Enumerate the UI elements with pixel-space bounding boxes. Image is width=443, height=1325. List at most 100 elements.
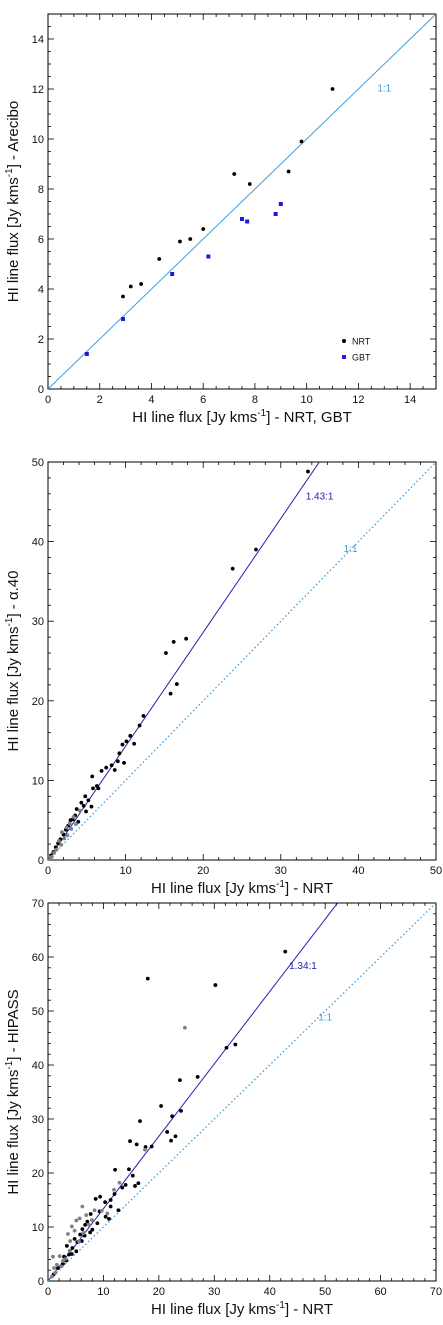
ratio-line [48,14,436,389]
y-tick-label: 2 [38,334,44,346]
data-point [83,1222,88,1227]
data-point [59,842,64,847]
x-tick-label: 4 [148,394,154,406]
data-point [141,714,146,718]
x-tick-label: 20 [153,1286,165,1298]
y-tick-label: 20 [32,696,44,708]
data-point [112,1187,116,1192]
data-point [115,759,120,764]
data-point [254,547,258,552]
data-point [84,1213,89,1218]
data-point [91,786,95,791]
data-point [80,1204,85,1209]
data-point [164,651,168,655]
x-tick-label: 20 [197,865,209,877]
x-tick-label: 10 [119,865,131,877]
y-axis-label-main: HI line flux [Jy kms [5,177,22,302]
plot-frame [47,902,437,1282]
data-point [98,1194,103,1199]
data-point [56,838,61,843]
y-axis-label-suffix: ] - Arecibo [5,101,22,169]
x-axis-label-suffix: ] - NRT, GBT [266,409,352,426]
x-tick-label: 50 [319,1286,331,1298]
data-point [54,847,59,852]
data-point [86,798,91,803]
data-point [90,774,95,779]
data-point [89,1218,94,1222]
data-point [69,1224,74,1229]
y-tick-label: 10 [32,134,44,146]
data-point [171,639,176,644]
data-point [138,1119,142,1124]
data-point [230,566,235,571]
data-point [165,1130,170,1134]
y-axis-label-superscript: -1 [4,168,15,177]
data-point [74,1249,79,1254]
x-axis-label-superscript: -1 [276,1300,285,1311]
data-point [120,742,125,747]
data-point [149,1144,154,1149]
ratio-line-label: 1:1 [344,544,358,555]
data-point [72,1236,77,1241]
data-point [133,1184,137,1188]
data-point [113,1167,117,1172]
y-axis-label: HI line flux [Jy kms-1] - Arecibo [4,101,22,302]
data-point [112,768,117,772]
reference-lines [48,903,436,1281]
data-point [103,1214,108,1219]
y-tick-label: 10 [32,775,44,787]
data-point [178,239,182,244]
x-axis-label-suffix: ] - NRT [285,880,333,897]
data-point [64,1244,69,1248]
y-tick-label: 30 [32,1114,44,1126]
data-point [60,830,64,835]
data-point [134,1142,139,1147]
data-point [69,1252,74,1256]
x-tick-label: 8 [252,394,258,406]
data-point [283,949,288,954]
data-point [122,760,126,765]
data-point [66,1232,70,1236]
plot-frame [47,461,437,861]
x-tick-label: 14 [404,394,416,406]
data-point [64,825,69,830]
x-tick-label: 40 [352,865,364,877]
reference-lines [48,462,436,860]
data-point-square [245,219,250,224]
data-point [62,836,67,841]
y-tick-label: 0 [38,384,44,396]
data-point [68,818,73,823]
chart-panel-2: 0 10 20 30 40 50 0 10 20 30 40 50 HI line flux [Jy k… [4,457,442,897]
data-point [88,1212,93,1216]
x-axis-label-superscript: -1 [276,879,285,890]
data-point [247,182,252,186]
ratio-line [48,903,339,1281]
data-point [54,1262,59,1267]
legend-marker [342,339,346,343]
data-point [90,1227,95,1232]
x-tick-label: 60 [374,1286,386,1298]
y-axis-label: HI line flux [Jy kms-1] - α.40 [4,571,22,752]
data-point [108,1198,113,1202]
data-point [71,815,76,819]
x-axis-label: HI line flux [Jy kms-1] - NRT, GBT [132,408,352,426]
data-point [169,1138,173,1143]
data-points [49,949,288,1279]
data-point [299,139,304,144]
data-point [81,1231,86,1235]
data-point [139,282,144,286]
x-tick-label: 12 [352,394,364,406]
data-point [128,284,133,289]
data-point [88,1230,93,1235]
data-point [123,1182,128,1187]
x-tick-label: 30 [275,865,287,877]
data-point [120,1185,125,1190]
data-point [79,800,84,805]
y-axis-label-suffix: ] - α.40 [5,571,22,618]
y-tick-label: 40 [32,537,44,549]
data-point [330,87,335,91]
y-tick-label: 4 [38,284,44,296]
data-point [107,1217,111,1221]
data-point [213,983,218,987]
y-tick-label: 12 [32,84,44,96]
